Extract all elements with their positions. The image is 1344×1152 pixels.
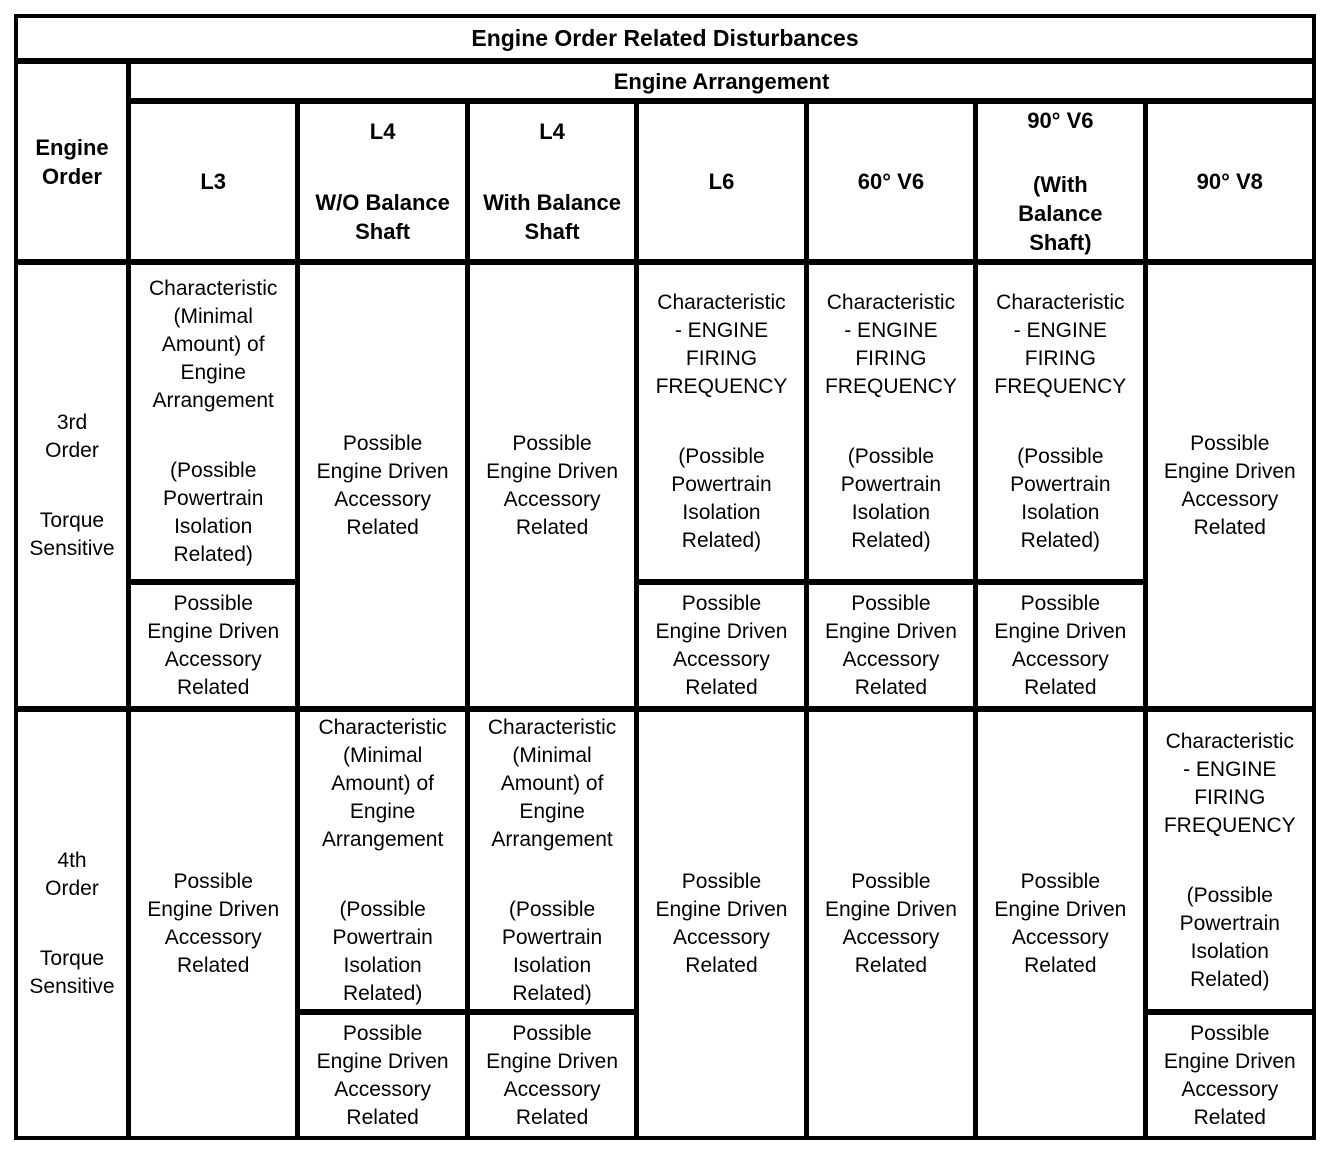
- cell-text: (Possible Powertrain Isolation Related): [1010, 445, 1111, 552]
- cell-text: Possible Engine Driven Accessory Related: [147, 591, 280, 699]
- cell-4th-order-l3: Possible Engine Driven Accessory Related: [131, 712, 296, 1136]
- cell-3rd-order-60-v6-bottom: Possible Engine Driven Accessory Related: [808, 585, 974, 706]
- cell-3rd-order-l4-with-balance: Possible Engine Driven Accessory Related: [469, 265, 635, 706]
- cell-4th-order-l4-wo-balance-bottom: Possible Engine Driven Accessory Related: [300, 1015, 465, 1136]
- column-header-label: L4: [539, 119, 565, 144]
- column-header-label: 90° V6: [1027, 108, 1094, 133]
- cell-text: (Possible Powertrain Isolation Related): [332, 897, 433, 1005]
- column-header-l3: L3: [131, 104, 296, 259]
- cell-text: Characteristic (Minimal Amount) of Engin…: [149, 277, 278, 412]
- cell-4th-order-90-v6: Possible Engine Driven Accessory Related: [978, 712, 1143, 1136]
- cell-3rd-order-l6-top: Characteristic - ENGINE FIRING FREQUENCY…: [639, 265, 804, 579]
- cell-text: (Possible Powertrain Isolation Related): [163, 459, 264, 566]
- cell-text: Characteristic - ENGINE FIRING FREQUENCY: [655, 291, 788, 398]
- cell-text: Possible Engine Driven Accessory Related: [147, 870, 280, 977]
- cell-text: Possible Engine Driven Accessory Related: [1163, 1021, 1296, 1129]
- row-header-sublabel: Torque Sensitive: [29, 508, 115, 560]
- column-header-l4-with-balance: L4 With Balance Shaft: [469, 104, 635, 259]
- cell-4th-order-l6: Possible Engine Driven Accessory Related: [639, 712, 804, 1136]
- cell-4th-order-90-v8-bottom: Possible Engine Driven Accessory Related: [1147, 1015, 1312, 1136]
- cell-text: Characteristic - ENGINE FIRING FREQUENCY: [824, 291, 957, 398]
- cell-text: (Possible Powertrain Isolation Related): [501, 897, 603, 1005]
- column-header-label: L3: [200, 169, 227, 194]
- column-header-60-v6: 60° V6: [808, 104, 974, 259]
- row-header-label: 3rd Order: [45, 410, 99, 462]
- row-header-4th-order: 4th Order Torque Sensitive: [18, 712, 126, 1136]
- cell-3rd-order-l6-bottom: Possible Engine Driven Accessory Related: [639, 585, 804, 706]
- cell-3rd-order-l6: Characteristic - ENGINE FIRING FREQUENCY…: [639, 265, 804, 706]
- cell-4th-order-l4-wo-balance: Characteristic (Minimal Amount) of Engin…: [300, 712, 465, 1136]
- cell-4th-order-90-v8-top: Characteristic - ENGINE FIRING FREQUENCY…: [1147, 712, 1312, 1009]
- cell-text: Possible Engine Driven Accessory Related: [486, 431, 619, 539]
- column-header-label: L6: [708, 169, 735, 194]
- cell-text: (Possible Powertrain Isolation Related): [840, 445, 942, 552]
- column-header-sublabel: W/O Balance Shaft: [315, 190, 450, 244]
- row-axis-header: Engine Order: [35, 134, 109, 189]
- column-header-label: 60° V6: [857, 169, 925, 194]
- cell-text: Characteristic (Minimal Amount) of Engin…: [318, 715, 447, 851]
- column-header-sublabel: With Balance Shaft: [483, 190, 622, 244]
- cell-text: Possible Engine Driven Accessory Related: [824, 591, 957, 699]
- cell-text: Characteristic (Minimal Amount) of Engin…: [487, 715, 617, 851]
- row-header-3rd-order: 3rd Order Torque Sensitive: [18, 265, 126, 706]
- cell-4th-order-l4-with-balance-bottom: Possible Engine Driven Accessory Related: [469, 1015, 635, 1136]
- cell-3rd-order-l3-top: Characteristic (Minimal Amount) of Engin…: [131, 265, 296, 579]
- cell-text: Possible Engine Driven Accessory Related: [994, 591, 1127, 699]
- cell-4th-order-l4-with-balance: Characteristic (Minimal Amount) of Engin…: [469, 712, 635, 1136]
- arrangement-header: Engine Arrangement: [613, 68, 830, 94]
- cell-4th-order-l4-wo-balance-top: Characteristic (Minimal Amount) of Engin…: [300, 712, 465, 1009]
- cell-4th-order-60-v6: Possible Engine Driven Accessory Related: [808, 712, 974, 1136]
- cell-text: (Possible Powertrain Isolation Related): [1179, 883, 1280, 991]
- cell-4th-order-90-v8: Characteristic - ENGINE FIRING FREQUENCY…: [1147, 712, 1312, 1136]
- column-header-l6: L6: [639, 104, 804, 259]
- cell-3rd-order-90-v6: Characteristic - ENGINE FIRING FREQUENCY…: [978, 265, 1143, 706]
- cell-text: Possible Engine Driven Accessory Related: [655, 591, 788, 699]
- cell-text: Possible Engine Driven Accessory Related: [1163, 431, 1296, 539]
- cell-text: (Possible Powertrain Isolation Related): [671, 445, 772, 552]
- arrangement-header-cell: Engine Arrangement: [131, 64, 1312, 98]
- cell-3rd-order-60-v6: Characteristic - ENGINE FIRING FREQUENCY…: [808, 265, 974, 706]
- row-header-sublabel: Torque Sensitive: [29, 947, 115, 998]
- cell-text: Characteristic - ENGINE FIRING FREQUENCY: [1163, 729, 1296, 837]
- cell-3rd-order-60-v6-top: Characteristic - ENGINE FIRING FREQUENCY…: [808, 265, 974, 579]
- cell-3rd-order-90-v6-bottom: Possible Engine Driven Accessory Related: [978, 585, 1143, 706]
- row-header-label: 4th Order: [45, 849, 99, 900]
- cell-text: Possible Engine Driven Accessory Related: [994, 870, 1127, 977]
- cell-text: Characteristic - ENGINE FIRING FREQUENCY: [994, 291, 1127, 398]
- column-header-90-v6: 90° V6 (With Balance Shaft): [978, 104, 1143, 259]
- cell-3rd-order-l4-wo-balance: Possible Engine Driven Accessory Related: [300, 265, 465, 706]
- table-title: Engine Order Related Disturbances: [471, 25, 859, 51]
- cell-text: Possible Engine Driven Accessory Related: [316, 1021, 449, 1129]
- cell-3rd-order-l3: Characteristic (Minimal Amount) of Engin…: [131, 265, 296, 706]
- cell-3rd-order-l3-bottom: Possible Engine Driven Accessory Related: [131, 585, 296, 706]
- table-title-cell: Engine Order Related Disturbances: [18, 18, 1312, 58]
- cell-text: Possible Engine Driven Accessory Related: [316, 431, 449, 539]
- column-header-90-v8: 90° V8: [1147, 104, 1312, 259]
- cell-3rd-order-90-v6-top: Characteristic - ENGINE FIRING FREQUENCY…: [978, 265, 1143, 579]
- row-axis-header-cell: Engine Order: [18, 64, 126, 259]
- cell-4th-order-l4-with-balance-top: Characteristic (Minimal Amount) of Engin…: [469, 712, 635, 1009]
- cell-text: Possible Engine Driven Accessory Related: [655, 870, 788, 977]
- cell-text: Possible Engine Driven Accessory Related: [486, 1021, 619, 1129]
- cell-3rd-order-90-v8: Possible Engine Driven Accessory Related: [1147, 265, 1312, 706]
- column-header-label: L4: [369, 119, 396, 144]
- column-header-l4-wo-balance: L4 W/O Balance Shaft: [300, 104, 465, 259]
- column-header-sublabel: (With Balance Shaft): [1018, 172, 1103, 255]
- engine-disturbances-table: Engine Order Related Disturbances Engine…: [14, 14, 1316, 1140]
- column-header-label: 90° V8: [1196, 169, 1263, 194]
- cell-text: Possible Engine Driven Accessory Related: [824, 870, 957, 977]
